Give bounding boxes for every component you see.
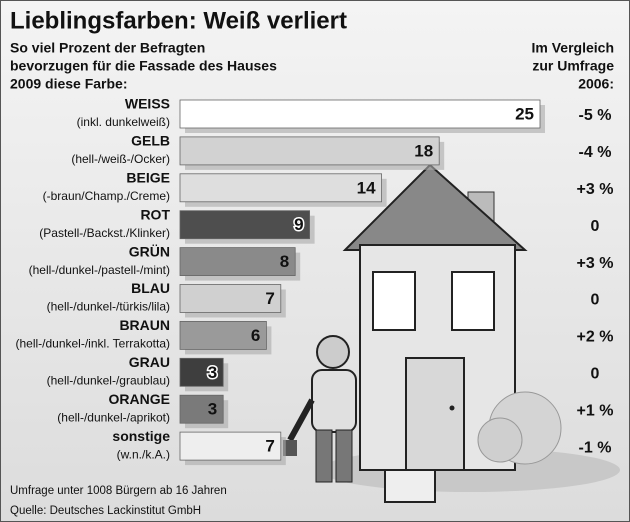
category-sublabel: (hell-/weiß-/Ocker) [71, 152, 170, 166]
house-illustration [283, 163, 620, 503]
category-label: ORANGE [109, 391, 170, 407]
bar [179, 284, 282, 313]
value-label: 14 [357, 178, 376, 197]
change-label: +2 % [577, 329, 614, 346]
bar [179, 247, 296, 277]
subtitle-line: bevorzugen für die Fassade des Hauses [10, 58, 277, 74]
comparison-header: Im Vergleich [532, 40, 614, 56]
chart-title: Lieblingsfarben: Weiß verliert [10, 7, 347, 34]
category-label: BEIGE [126, 170, 170, 186]
category-label: GRÜN [129, 243, 170, 259]
category-sublabel: (w.n./k.A.) [117, 447, 170, 461]
category-sublabel: (hell-/dunkel-/türkis/lila) [47, 300, 170, 314]
category-label: sonstige [112, 428, 170, 444]
change-label: 0 [591, 292, 600, 309]
value-label: 8 [280, 252, 289, 271]
value-label: 7 [265, 437, 274, 456]
category-sublabel: (hell-/dunkel-/pastell-/mint) [29, 263, 170, 277]
footnote: Quelle: Deutsches Lackinstitut GmbH [10, 505, 201, 517]
change-label: -4 % [579, 144, 612, 161]
change-label: +1 % [577, 402, 614, 419]
change-label: -1 % [579, 439, 612, 456]
category-label: BLAU [131, 280, 170, 296]
bar [179, 136, 440, 166]
bar [179, 394, 224, 424]
bar [179, 173, 383, 203]
category-label: GELB [131, 133, 170, 149]
category-sublabel: (inkl. dunkelweiß) [77, 115, 170, 129]
bar [179, 210, 311, 240]
category-label: ROT [140, 206, 170, 222]
change-label: +3 % [577, 181, 614, 198]
bar [179, 357, 224, 387]
bar [179, 99, 541, 129]
subtitle-line: So viel Prozent der Befragten [10, 40, 205, 56]
category-label: WEISS [125, 96, 170, 112]
change-label: 0 [591, 218, 600, 235]
category-sublabel: (-braun/Champ./Creme) [43, 189, 170, 203]
comparison-header: zur Umfrage [532, 58, 614, 74]
category-sublabel: (hell-/dunkel-/inkl. Terrakotta) [15, 337, 170, 351]
value-label: 6 [251, 326, 260, 345]
category-sublabel: (hell-/dunkel-/graublau) [47, 373, 170, 387]
category-sublabel: (hell-/dunkel-/aprikot) [57, 410, 170, 424]
change-label: -5 % [579, 107, 612, 124]
category-label: GRAU [129, 354, 170, 370]
value-label: 3 [208, 363, 217, 382]
value-label: 3 [208, 400, 217, 419]
value-label: 18 [414, 141, 433, 160]
bar [179, 431, 282, 461]
change-label: +3 % [577, 255, 614, 272]
change-label: 0 [591, 366, 600, 383]
value-label: 9 [294, 215, 303, 234]
value-label: 25 [515, 104, 534, 123]
category-label: BRAUN [119, 317, 170, 333]
footnote: Umfrage unter 1008 Bürgern ab 16 Jahren [10, 485, 227, 497]
bar [179, 320, 267, 350]
subtitle-line: 2009 diese Farbe: [10, 76, 128, 92]
value-label: 7 [265, 289, 274, 308]
category-sublabel: (Pastell-/Backst./Klinker) [39, 226, 170, 240]
comparison-header: 2006: [578, 76, 614, 92]
